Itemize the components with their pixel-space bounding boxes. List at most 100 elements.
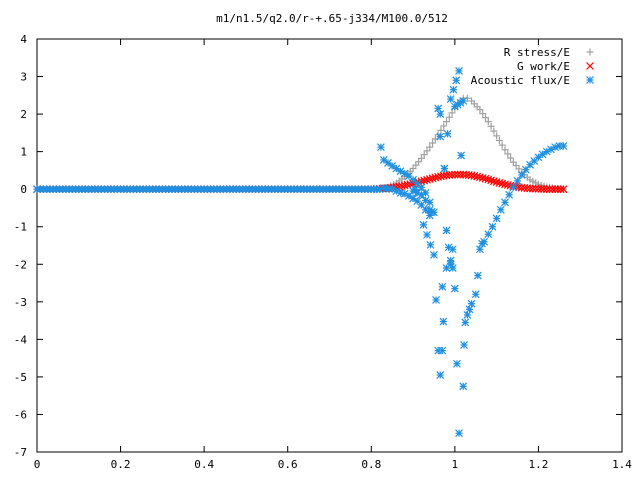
data-point: [554, 185, 562, 194]
data-point: [420, 151, 428, 159]
y-axis: 4 3 2 1 0 -1 -2 -3 -4 -5 -6 -7: [14, 33, 622, 459]
data-point: [476, 106, 484, 114]
data-point: [440, 122, 448, 130]
data-point: [446, 95, 455, 103]
data-point: [430, 250, 438, 259]
y-tick-label: -6: [14, 408, 27, 421]
data-point: [448, 264, 457, 272]
data-point: [548, 185, 557, 194]
data-point: [448, 109, 456, 117]
legend-marker: [586, 62, 594, 70]
data-point: [495, 136, 503, 144]
data-point: [455, 429, 463, 438]
legend-label: G work/E: [517, 60, 570, 73]
data-point: [459, 97, 468, 105]
data-point: [551, 185, 560, 194]
data-point: [442, 264, 451, 272]
y-tick-label: 1: [20, 146, 27, 159]
data-point: [428, 174, 437, 183]
y-tick-label: 3: [20, 71, 27, 84]
data-point: [504, 150, 512, 158]
data-point: [509, 183, 518, 192]
data-point: [480, 237, 489, 246]
data-point: [488, 222, 497, 231]
data-point: [467, 299, 476, 308]
data-point: [478, 173, 487, 182]
data-point: [476, 173, 484, 182]
data-point: [459, 382, 468, 391]
data-point: [496, 205, 505, 214]
data-point: [426, 240, 435, 249]
data-point: [443, 118, 450, 126]
data-point: [429, 139, 437, 147]
data-point: [517, 170, 526, 179]
data-point: [437, 126, 445, 134]
legend-marker: [586, 48, 594, 56]
data-point: [507, 154, 515, 162]
data-point: [556, 185, 565, 194]
data-point: [438, 346, 447, 355]
data-point: [482, 114, 489, 122]
data-series: [33, 66, 568, 438]
plot-frame: [36, 38, 623, 453]
x-tick-label: 0.6: [278, 458, 298, 471]
data-point: [432, 296, 440, 304]
data-point: [417, 183, 426, 192]
y-tick-label: -7: [14, 446, 27, 459]
data-point: [471, 290, 480, 299]
data-point: [453, 170, 462, 179]
data-point: [384, 158, 392, 167]
x-tick-label: 0.2: [111, 458, 131, 471]
data-point: [419, 220, 428, 229]
data-point: [490, 127, 498, 135]
data-point: [493, 132, 501, 140]
x-tick-label: 1.2: [528, 458, 548, 471]
data-point: [545, 185, 554, 194]
data-point: [409, 175, 417, 184]
data-point: [492, 214, 501, 223]
data-point: [559, 142, 568, 150]
y-tick-label: -3: [14, 296, 27, 309]
data-point: [492, 178, 501, 186]
data-point: [460, 341, 468, 349]
data-point: [423, 230, 431, 239]
data-point: [495, 178, 504, 187]
x-tick-label: 0: [34, 458, 41, 471]
x-tick-label: 1.4: [612, 458, 632, 471]
data-point: [484, 230, 493, 239]
data-point: [376, 143, 385, 152]
y-tick-label: -5: [14, 371, 27, 384]
data-point: [423, 147, 431, 155]
data-point: [501, 198, 509, 207]
data-point: [484, 175, 493, 184]
y-tick-label: 0: [20, 183, 27, 196]
chart-title: m1/n1.5/q2.0/r-+.65-j334/M100.0/512: [216, 12, 448, 25]
data-point: [436, 371, 445, 379]
data-point: [449, 85, 458, 94]
data-point: [489, 177, 498, 186]
data-point: [498, 141, 506, 149]
data-point: [388, 185, 397, 194]
y-tick-label: -4: [14, 333, 28, 346]
data-point: [438, 282, 447, 291]
y-tick-label: 4: [20, 33, 27, 46]
data-point: [417, 154, 425, 162]
x-tick-label: 1: [452, 458, 459, 471]
data-point: [436, 110, 445, 119]
data-point: [426, 143, 434, 151]
data-point: [425, 175, 434, 183]
data-point: [420, 176, 429, 185]
x-tick-label: 0.4: [194, 458, 214, 471]
y-tick-label: 2: [20, 108, 27, 121]
data-point: [513, 176, 522, 185]
data-point: [427, 207, 436, 216]
x-tick-label: 0.8: [361, 458, 381, 471]
data-point: [423, 175, 431, 184]
data-point: [445, 113, 453, 121]
data-point: [442, 226, 451, 235]
data-point: [450, 170, 459, 179]
legend-marker: [586, 76, 594, 84]
data-point: [487, 122, 495, 130]
